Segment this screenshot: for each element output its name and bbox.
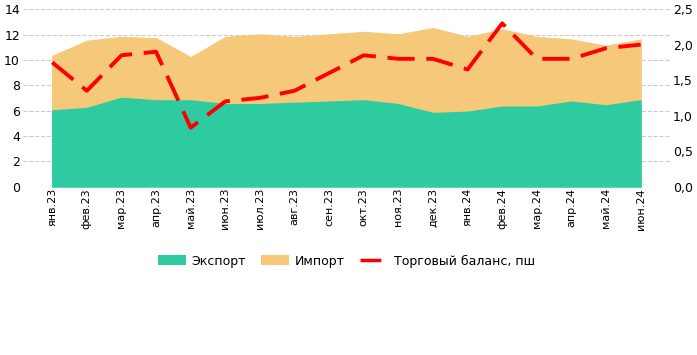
Legend: Экспорт, Импорт, Торговый баланс, пш: Экспорт, Импорт, Торговый баланс, пш [153, 250, 540, 273]
